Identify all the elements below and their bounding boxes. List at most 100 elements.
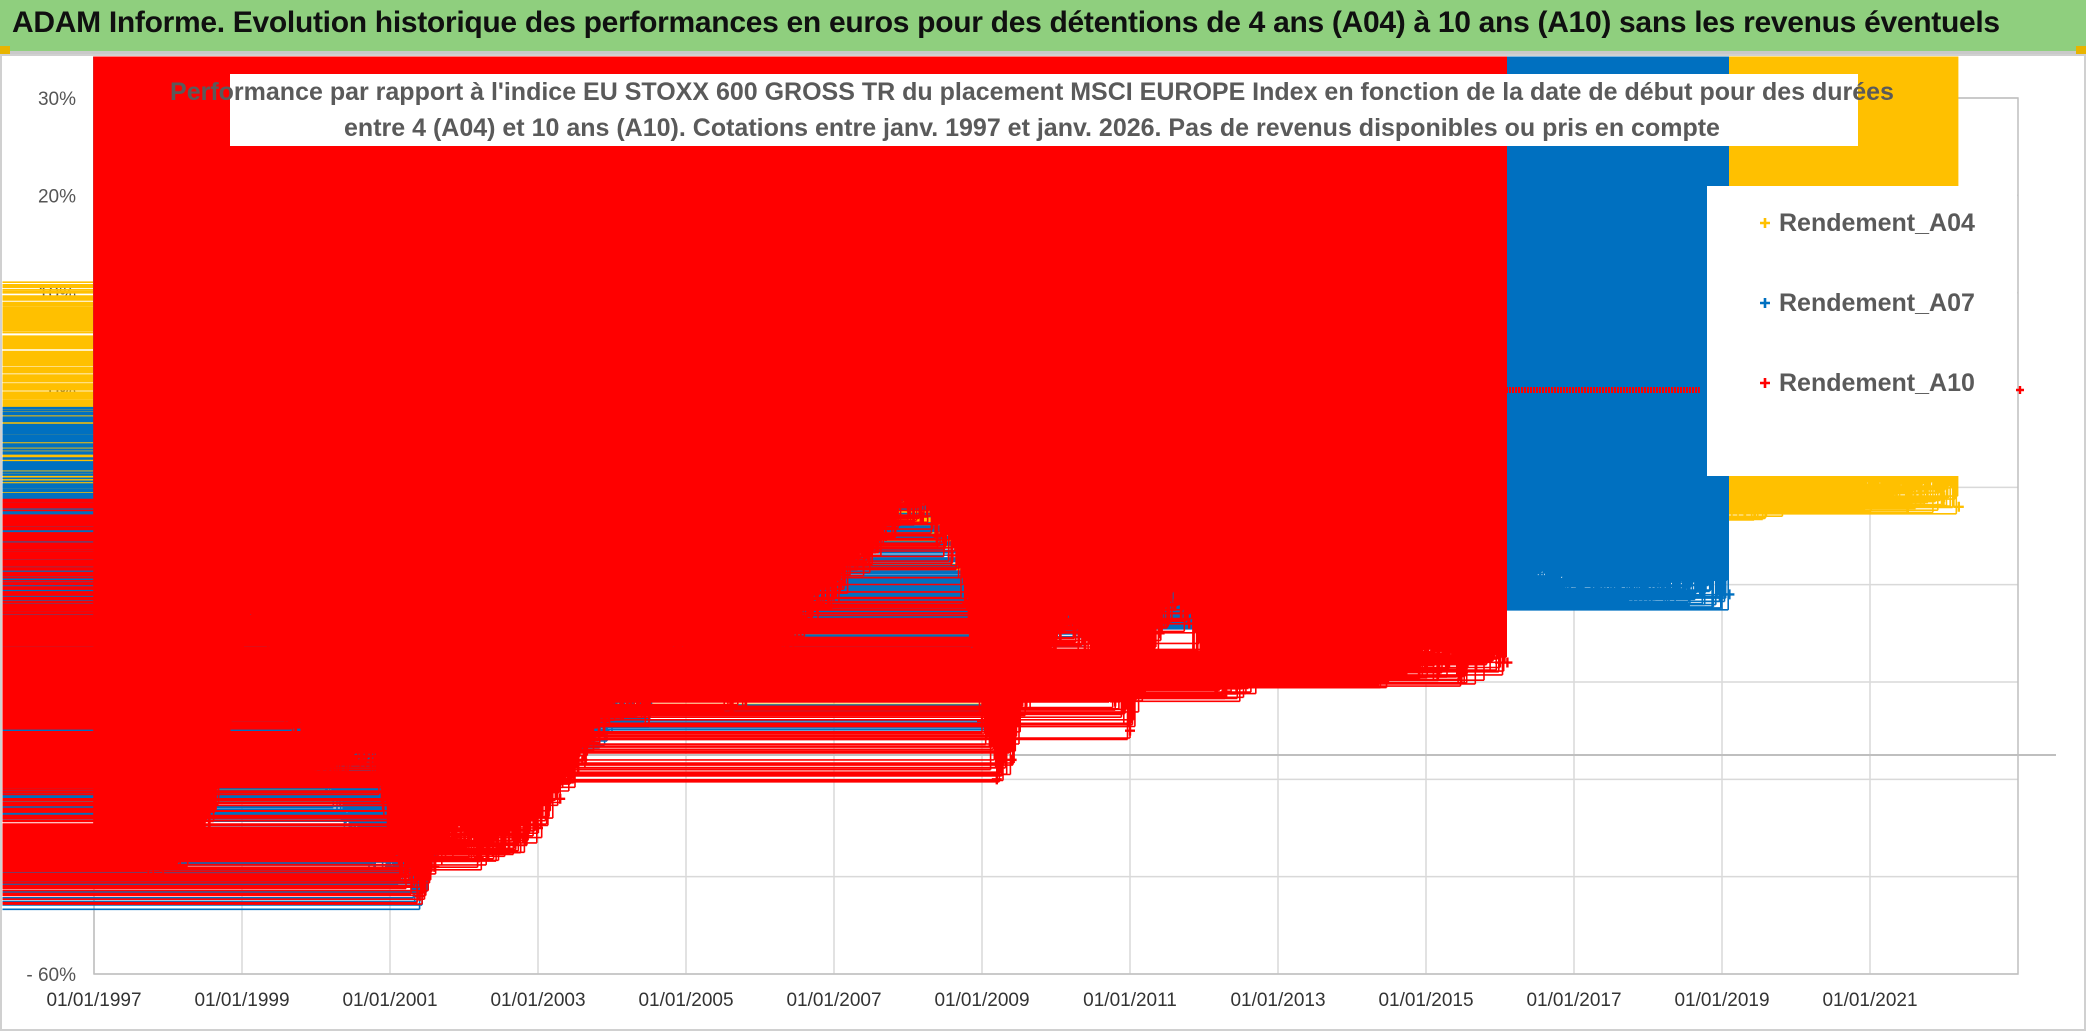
data-point xyxy=(533,823,543,833)
data-point xyxy=(266,657,277,668)
x-tick-label: 01/01/2015 xyxy=(1378,990,1473,1011)
legend-label: Rendement_A07 xyxy=(1779,289,1975,317)
legend-marker xyxy=(1760,218,1770,228)
x-tick-label: 01/01/2019 xyxy=(1674,990,1769,1011)
data-point xyxy=(947,550,958,561)
x-tick-label: 01/01/2005 xyxy=(638,990,733,1011)
scatter-chart: 30%20%10%0%- 10%- 20%- 30%- 40%- 50%- 60… xyxy=(2,56,2056,1011)
data-point xyxy=(932,531,943,541)
data-point xyxy=(1939,492,1949,503)
data-point xyxy=(577,754,588,765)
x-tick-label: 01/01/2013 xyxy=(1230,990,1325,1011)
data-point xyxy=(1384,667,1394,678)
data-point xyxy=(1221,686,1232,697)
data-point xyxy=(1458,667,1468,678)
title-backdrop xyxy=(230,74,1858,110)
data-point xyxy=(858,560,869,571)
data-point xyxy=(1154,628,1165,639)
data-point xyxy=(1139,677,1150,687)
data-point xyxy=(385,832,395,843)
data-point xyxy=(1865,492,1875,503)
data-point xyxy=(177,852,188,863)
data-point xyxy=(703,677,714,687)
data-point xyxy=(518,832,529,843)
data-point xyxy=(348,745,358,756)
data-point xyxy=(251,608,262,619)
data-point xyxy=(1828,492,1838,503)
data-point xyxy=(599,715,610,726)
data-point xyxy=(747,686,758,697)
data-point xyxy=(1680,589,1690,600)
data-point xyxy=(880,531,891,541)
data-point xyxy=(769,657,780,668)
data-point xyxy=(451,832,462,843)
data-point xyxy=(725,696,736,707)
data-point xyxy=(155,861,166,872)
data-point xyxy=(1724,589,1735,600)
data-point xyxy=(1043,657,1054,668)
data-point xyxy=(473,852,484,863)
legend-box xyxy=(1707,186,2017,476)
data-point xyxy=(399,871,410,882)
data-point xyxy=(1021,696,1032,707)
legend-marker xyxy=(1760,298,1770,308)
data-point xyxy=(370,754,381,765)
header-banner: ADAM Informe. Evolution historique des p… xyxy=(0,0,2086,54)
x-tick-label: 01/01/2003 xyxy=(490,990,585,1011)
data-point xyxy=(666,647,677,658)
data-point xyxy=(429,861,440,872)
series-cloud xyxy=(2,56,1507,905)
data-point xyxy=(1310,667,1320,678)
data-point xyxy=(1421,657,1431,668)
legend-label: Rendement_A04 xyxy=(1779,209,1975,237)
data-point xyxy=(1273,667,1283,678)
title-backdrop xyxy=(230,110,1858,146)
x-tick-label: 01/01/2021 xyxy=(1822,990,1917,1011)
x-tick-label: 01/01/1997 xyxy=(46,990,141,1011)
data-point xyxy=(1184,618,1195,629)
data-point xyxy=(1532,579,1542,590)
data-point xyxy=(325,774,336,785)
data-point xyxy=(111,842,122,853)
data-point xyxy=(681,647,691,658)
chart-title-layer: Performance par rapport à l'indice EU ST… xyxy=(170,74,1894,146)
data-point xyxy=(991,774,1002,785)
data-point xyxy=(133,852,144,863)
banner-corner-left xyxy=(0,46,10,54)
data-point xyxy=(1902,492,1912,503)
data-point xyxy=(1502,657,1513,668)
page-title: ADAM Informe. Evolution historique des p… xyxy=(12,6,2000,39)
data-point xyxy=(414,891,425,902)
series-Rendement_A10 xyxy=(2,56,1513,905)
data-point xyxy=(962,599,973,610)
data-point xyxy=(1791,492,1801,503)
data-point xyxy=(1125,725,1135,736)
data-point xyxy=(555,793,566,804)
data-point xyxy=(1243,677,1254,687)
data-point xyxy=(200,832,210,843)
banner-corner-right xyxy=(2076,46,2086,54)
y-tick-label: 30% xyxy=(38,89,76,110)
data-point xyxy=(1347,667,1357,678)
data-point xyxy=(903,501,913,512)
data-point xyxy=(1110,696,1121,707)
data-point xyxy=(303,745,314,756)
x-tick-label: 01/01/1999 xyxy=(194,990,289,1011)
x-tick-label: 01/01/2001 xyxy=(342,990,437,1011)
y-tick-label: - 60% xyxy=(26,965,76,986)
chart-title-line: entre 4 (A04) et 10 ans (A10). Cotations… xyxy=(344,114,1720,142)
legend-layer: Rendement_A04 Rendement_A07 Rendement_A10 xyxy=(1707,186,2024,476)
data-point xyxy=(1569,589,1579,600)
legend-marker xyxy=(1760,378,1770,388)
data-point xyxy=(1006,754,1017,765)
chart-frame: 30% 20% 10% 0% - 10% - 20% - 30% - 40% - 50% - 60… xyxy=(0,54,2086,1031)
data-point xyxy=(222,754,233,765)
x-tick-label: 01/01/2009 xyxy=(934,990,1029,1011)
x-tick-label: 01/01/2017 xyxy=(1526,990,1621,1011)
chart-title-line: Performance par rapport à l'indice EU ST… xyxy=(170,78,1894,106)
series-layer xyxy=(2,56,1964,911)
y-tick-label: 20% xyxy=(38,186,76,207)
data-point xyxy=(496,842,506,853)
stray-point xyxy=(2016,386,2024,394)
data-point xyxy=(1754,501,1764,512)
